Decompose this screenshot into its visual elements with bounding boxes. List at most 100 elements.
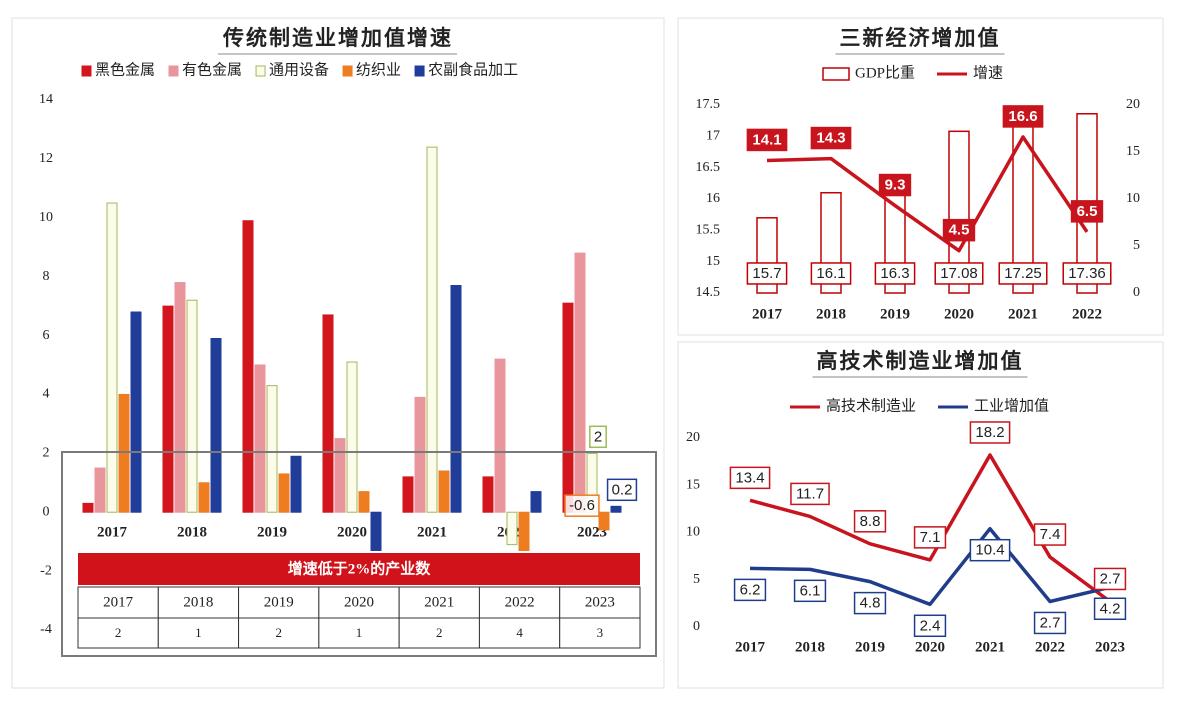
table-title: 增速低于2%的产业数 [288, 559, 432, 577]
x-tick-label: 2021 [1008, 306, 1038, 322]
table-cell [157, 617, 240, 649]
line [766, 135, 1089, 253]
legend-swatch [342, 65, 353, 77]
data-label: -0.6 [569, 497, 595, 514]
x-tick-label: 2018 [816, 306, 846, 322]
table-value: 2 [275, 625, 282, 640]
data-label: 16.3 [880, 265, 909, 282]
table-header: 2020 [344, 594, 374, 610]
y2-tick-label: 10 [1126, 191, 1140, 206]
data-label: 17.36 [1068, 265, 1106, 282]
x-tick-label: 2021 [975, 639, 1005, 655]
chart-title: 传统制造业增加值增速 [222, 26, 453, 50]
data-label: 9.3 [885, 177, 906, 194]
line [749, 526, 1111, 607]
bar [82, 502, 94, 513]
bar [118, 393, 130, 513]
bar [346, 361, 358, 513]
label-box [853, 591, 887, 615]
label-box [934, 262, 984, 285]
label-box [746, 262, 788, 285]
legend-label: 有色金属 [182, 61, 242, 78]
label-box [969, 421, 1011, 444]
y-tick-label: 12 [39, 151, 53, 166]
bar [494, 358, 506, 513]
bar [290, 455, 302, 513]
y-tick-label: -2 [40, 563, 52, 578]
label-box [874, 262, 916, 285]
data-label: 2.4 [920, 617, 941, 634]
x-tick-label: 2020 [915, 639, 945, 655]
data-label: 10.4 [975, 542, 1004, 559]
x-tick-label: 2020 [337, 524, 367, 540]
table-header: 2023 [585, 594, 615, 610]
bar [450, 285, 462, 513]
label-box [810, 126, 852, 150]
y-tick-label: 8 [43, 269, 50, 284]
legend-label: 通用设备 [269, 61, 329, 78]
data-label: 14.1 [752, 131, 781, 148]
data-label: 16.1 [816, 265, 845, 282]
table-cell [238, 617, 320, 649]
line [749, 453, 1112, 603]
label-box [998, 262, 1048, 285]
label-box [878, 173, 912, 197]
x-tick-label: 2022 [1035, 639, 1065, 655]
x-tick-label: 2017 [97, 524, 128, 540]
label-box [793, 579, 827, 603]
x-tick-label: 2019 [855, 639, 885, 655]
data-label: 2.7 [1100, 570, 1121, 587]
y-tick-label: -4 [40, 622, 52, 637]
panel [677, 341, 1164, 689]
data-label: 6.1 [800, 582, 821, 599]
bar [130, 311, 142, 513]
y-tick-label: 5 [693, 572, 700, 587]
label-box [606, 478, 638, 502]
label-box [969, 538, 1011, 562]
bar [414, 396, 426, 513]
y-tick-label: 20 [686, 430, 700, 445]
x-tick-label: 2018 [177, 524, 207, 540]
data-label: 14.3 [816, 130, 845, 147]
label-box [1033, 611, 1067, 635]
label-box [1062, 262, 1112, 285]
bar [334, 438, 346, 513]
table-header: 2018 [183, 594, 213, 610]
legend-swatch [168, 65, 179, 77]
bar [426, 146, 438, 513]
chart-title: 高技术制造业增加值 [817, 349, 1024, 373]
legend-swatch [81, 65, 92, 77]
y-tick-label: 14 [39, 92, 53, 107]
data-label: 4.5 [949, 222, 970, 239]
data-label: 2.7 [1040, 614, 1061, 631]
table-cell [559, 617, 641, 649]
y-tick-label: 15 [706, 254, 720, 269]
table-cell [398, 586, 480, 619]
table-header: 2019 [264, 594, 294, 610]
x-tick-label: 2023 [1095, 639, 1125, 655]
data-label: 15.7 [752, 265, 781, 282]
table-cell [478, 617, 561, 649]
y-tick-label: 10 [39, 210, 53, 225]
bar [94, 467, 106, 513]
label-box [1002, 105, 1044, 128]
label-box [564, 494, 600, 517]
table-cell [77, 617, 159, 649]
y-tick-label: 15 [686, 477, 700, 492]
y-tick-label: 15.5 [696, 223, 721, 238]
legend-swatch [414, 65, 425, 77]
bar [242, 220, 254, 513]
y-tick-label: 2 [43, 446, 50, 461]
data-label: 11.7 [796, 485, 824, 502]
y-tick-label: 4 [43, 387, 50, 402]
label-box [589, 425, 607, 449]
table-value: 2 [436, 625, 443, 640]
x-tick-label: 2019 [257, 524, 287, 540]
y-tick-label: 14.5 [696, 285, 721, 300]
bar [610, 505, 622, 513]
legend-swatch [822, 67, 850, 81]
bar [358, 491, 370, 513]
table-frame [61, 451, 657, 657]
label-box [810, 262, 852, 285]
